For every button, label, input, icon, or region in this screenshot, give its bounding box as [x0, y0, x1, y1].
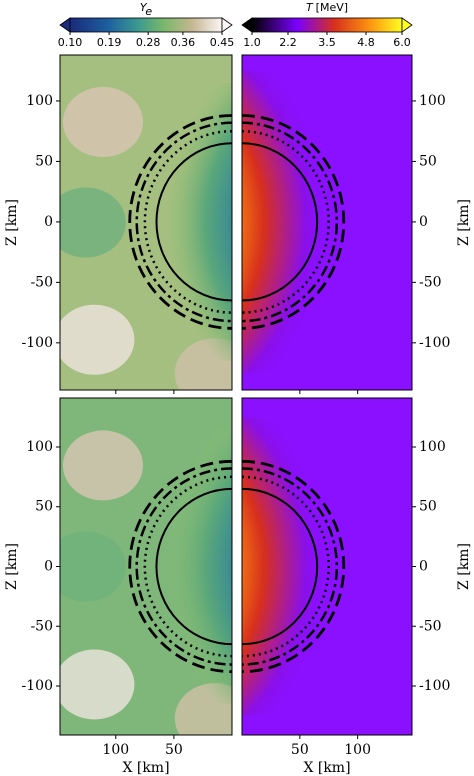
colorbar-body	[251, 17, 403, 33]
y-tick-label: 0	[44, 214, 53, 230]
y-tick-label: 0	[44, 559, 53, 575]
contour	[155, 142, 232, 302]
colorbar: 1.0 2.2 3.5 4.8 6.0 T [MeV]	[241, 1, 413, 49]
x-axis-label: X [km]	[122, 760, 169, 776]
contour	[242, 467, 339, 666]
y-tick-label: -100	[22, 335, 53, 351]
core	[242, 417, 387, 716]
colorbar-tick-label: 4.8	[357, 36, 375, 49]
x-axis-label: X [km]	[303, 760, 350, 776]
contour	[242, 142, 319, 302]
contour	[135, 467, 232, 666]
contour	[128, 459, 232, 674]
colorbar-extend	[59, 17, 71, 33]
colorbar-title: Ye	[140, 1, 153, 18]
symbol: T	[306, 1, 314, 14]
y-tick-label: 100	[419, 93, 446, 109]
y-tick-label: 100	[419, 439, 446, 455]
contour	[242, 459, 346, 674]
y-axis-label: Z [km]	[456, 199, 472, 246]
y-tick-label: -50	[30, 618, 53, 634]
core	[98, 429, 232, 704]
subscript: e	[145, 5, 152, 18]
y-axis-label: Z [km]	[456, 543, 472, 590]
contour	[143, 475, 232, 658]
colorbar: 0.10 0.19 0.28 0.36 0.45 Ye	[58, 1, 235, 49]
heatmap	[60, 55, 232, 390]
y-tick-label: -50	[419, 274, 442, 290]
patch	[60, 649, 135, 720]
y-axis-label: Z [km]	[4, 199, 20, 246]
colorbar-tick-label: 3.5	[318, 36, 336, 49]
colorbar-body	[69, 17, 223, 33]
colorbar-tick-label: 6.0	[393, 36, 411, 49]
y-axis-label: Z [km]	[4, 543, 20, 590]
core	[242, 70, 387, 374]
y-tick-label: 100	[26, 439, 53, 455]
x-tick-label: 50	[165, 742, 183, 758]
y-tick-label: 50	[35, 153, 53, 169]
y-tick-label: 0	[419, 214, 428, 230]
contour	[242, 487, 318, 646]
colorbar-tick-label: 0.45	[210, 36, 235, 49]
panel-frame	[241, 54, 413, 391]
patch	[63, 430, 143, 501]
contour	[155, 487, 232, 646]
patch	[63, 87, 143, 157]
contour	[128, 114, 232, 330]
x-tick-label: 100	[102, 742, 129, 758]
colorbar-tick-label: 0.36	[171, 36, 196, 49]
heatmap	[242, 55, 412, 390]
contour	[242, 114, 346, 330]
unit: [MeV]	[316, 1, 348, 14]
heatmap	[242, 398, 412, 735]
contour	[242, 475, 330, 658]
y-tick-label: -100	[419, 335, 450, 351]
colorbar-tick-label: 1.0	[243, 36, 261, 49]
contour	[242, 121, 338, 323]
y-tick-label: 50	[419, 153, 437, 169]
y-tick-label: -50	[30, 274, 53, 290]
colorbar-extend	[241, 17, 253, 33]
colorbar-tick-label: 0.28	[136, 36, 161, 49]
y-tick-label: 100	[26, 93, 53, 109]
colorbar-title: T [MeV]	[306, 1, 348, 14]
heatmap	[60, 398, 232, 735]
contour	[242, 129, 330, 314]
colorbar-tick-label: 2.2	[279, 36, 297, 49]
y-tick-label: 50	[419, 499, 437, 515]
y-tick-label: 0	[419, 559, 428, 575]
colorbar-tick-label: 0.19	[97, 36, 122, 49]
patch	[60, 304, 135, 375]
y-tick-label: -50	[419, 618, 442, 634]
panel-frame	[59, 54, 233, 391]
y-tick-label: 50	[35, 499, 53, 515]
colorbar-extend	[221, 17, 233, 33]
colorbar-extend	[401, 17, 413, 33]
x-tick-label: 50	[291, 742, 309, 758]
colorbar-tick-label: 0.10	[58, 36, 83, 49]
symbol: Y	[140, 1, 148, 14]
contour	[135, 121, 232, 323]
contour	[143, 129, 232, 314]
y-tick-label: -100	[22, 678, 53, 694]
x-tick-label: 100	[344, 742, 371, 758]
y-tick-label: -100	[419, 678, 450, 694]
